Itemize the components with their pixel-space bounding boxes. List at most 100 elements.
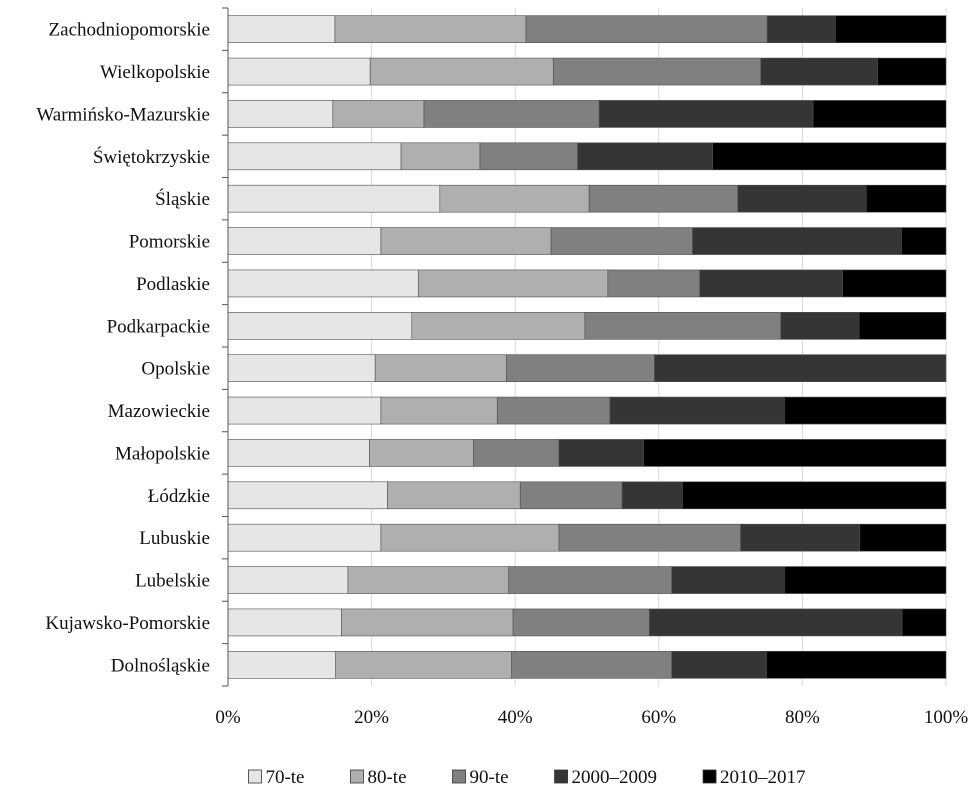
bar-segment-9-1	[227, 354, 376, 382]
bar-segment-10-3	[496, 396, 611, 425]
bar-segment-14-1	[227, 566, 349, 594]
bar-segment-2-2	[369, 57, 554, 86]
bar-segment-3-1	[227, 100, 334, 128]
legend-label: 90-te	[470, 767, 509, 788]
axis	[222, 7, 229, 687]
bar-segment-10-5	[784, 396, 947, 425]
bar-segment-12-3	[519, 481, 623, 510]
bars	[227, 15, 947, 679]
category-label: Świętokrzyskie	[93, 146, 210, 168]
bar-segment-14-5	[784, 566, 947, 594]
bar-segment-4-2	[400, 142, 481, 171]
category-label: Małopolskie	[115, 443, 210, 464]
bar-segment-8-1	[227, 312, 413, 340]
bar-segment-3-5	[812, 100, 947, 128]
bar-segment-4-5	[712, 142, 947, 171]
x-tick-label: 60%	[641, 707, 676, 728]
legend-item-5: 2010–2017	[702, 767, 806, 788]
bar-segment-7-1	[227, 269, 419, 298]
bar-segment-11-5	[643, 439, 947, 467]
bar-segment-12-2	[387, 481, 521, 510]
bar-segment-5-2	[439, 184, 590, 213]
bar-segment-2-4	[760, 57, 879, 86]
bar-segment-13-5	[859, 523, 947, 552]
bar-segment-2-1	[227, 57, 371, 86]
category-label: Lubuskie	[139, 528, 210, 549]
legend-swatch	[452, 769, 466, 784]
bar-segment-10-2	[380, 396, 498, 425]
bar-segment-11-1	[227, 439, 370, 467]
bar-segment-6-5	[901, 227, 947, 255]
bar-segment-3-3	[423, 100, 600, 128]
bar-segment-9-3	[506, 354, 655, 382]
bar-segment-11-3	[473, 439, 560, 467]
bar-segment-15-4	[649, 608, 903, 637]
category-label: Zachodniopomorskie	[49, 20, 210, 41]
bar-segment-13-2	[380, 523, 560, 552]
category-label: Dolnośląskie	[111, 655, 210, 676]
bar-segment-8-4	[780, 312, 860, 340]
bar-segment-12-1	[227, 481, 388, 510]
bar-segment-2-3	[552, 57, 762, 86]
bar-segment-11-2	[369, 439, 474, 467]
bar-segment-2-5	[877, 57, 947, 86]
x-tick-label: 20%	[354, 707, 389, 728]
category-label: Kujawsko-Pomorskie	[45, 613, 210, 634]
legend-swatch	[248, 769, 262, 784]
category-label: Podlaskie	[136, 274, 210, 295]
bar-segment-14-3	[508, 566, 673, 594]
bar-segment-16-1	[227, 651, 336, 679]
bar-segment-15-1	[227, 608, 342, 637]
x-tick-label: 100%	[924, 707, 969, 728]
bar-segment-15-2	[341, 608, 514, 637]
bar-segment-16-5	[766, 651, 947, 679]
bar-segment-10-1	[227, 396, 382, 425]
legend-label: 2010–2017	[720, 767, 806, 788]
bar-segment-14-4	[671, 566, 785, 594]
bar-segment-16-2	[335, 651, 512, 679]
x-tick-label: 0%	[215, 707, 241, 728]
bar-segment-5-5	[866, 184, 947, 213]
bar-segment-15-5	[901, 608, 947, 637]
legend-swatch	[702, 769, 717, 784]
legend-label: 80-te	[367, 767, 406, 788]
bar-segment-6-2	[380, 227, 552, 255]
legend-swatch	[554, 769, 568, 784]
bar-segment-16-4	[671, 651, 767, 679]
bar-segment-7-3	[607, 269, 701, 298]
category-label: Pomorskie	[129, 232, 210, 253]
bar-segment-9-2	[374, 354, 507, 382]
category-label: Mazowieckie	[108, 401, 210, 422]
category-label: Wielkopolskie	[100, 62, 210, 83]
bar-segment-8-2	[411, 312, 586, 340]
category-label: Opolskie	[141, 359, 210, 380]
legend-item-2: 80-te	[350, 767, 407, 788]
bar-segment-6-1	[227, 227, 382, 255]
category-label: Lubelskie	[135, 571, 210, 592]
bar-segment-3-2	[332, 100, 425, 128]
bar-segment-5-1	[227, 184, 441, 213]
bar-segment-8-3	[584, 312, 782, 340]
bar-segment-7-4	[699, 269, 843, 298]
bar-segment-13-4	[740, 523, 861, 552]
legend-item-4: 2000–2009	[554, 767, 657, 788]
category-label: Warmińsko-Mazurskie	[36, 104, 210, 125]
bar-segment-1-2	[334, 15, 527, 43]
legend: 70-te 80-te 90-te 2000–2009 2010–2017	[248, 767, 806, 788]
legend-item-3: 90-te	[452, 767, 509, 788]
bar-segment-4-4	[577, 142, 713, 171]
legend-label: 70-te	[265, 767, 304, 788]
bar-segment-7-2	[417, 269, 609, 298]
legend-swatch	[350, 769, 364, 784]
bar-segment-16-3	[511, 651, 673, 679]
x-tick-label: 40%	[498, 707, 533, 728]
x-tick-labels: 0% 20% 40% 60% 80% 100%	[215, 707, 968, 728]
bar-segment-6-3	[550, 227, 693, 255]
bar-segment-6-4	[692, 227, 902, 255]
category-label: Podkarpackie	[107, 316, 210, 337]
bar-segment-4-1	[227, 142, 402, 171]
bar-segment-4-3	[479, 142, 578, 171]
bar-segment-5-3	[588, 184, 739, 213]
